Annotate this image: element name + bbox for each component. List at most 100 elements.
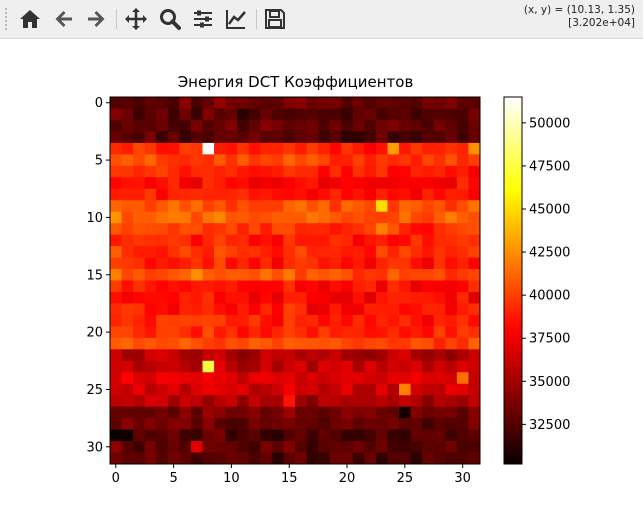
heatmap-cell — [410, 142, 423, 155]
heatmap-cell — [110, 360, 122, 373]
heatmap-cell — [387, 223, 400, 236]
heatmap-cell — [110, 406, 122, 419]
heatmap-cell — [121, 406, 134, 419]
heatmap-cell — [248, 360, 261, 373]
heatmap-cell — [202, 406, 215, 419]
heatmap-cell — [375, 349, 388, 362]
heatmap-cell — [214, 257, 227, 270]
heatmap-cell — [190, 395, 203, 408]
heatmap-cell — [179, 154, 192, 167]
back-icon[interactable] — [50, 5, 78, 33]
heatmap-cell — [156, 269, 169, 281]
customize-icon[interactable] — [222, 5, 250, 33]
heatmap-cell — [387, 360, 400, 373]
heatmap-cell — [433, 142, 446, 155]
heatmap-cell — [156, 291, 169, 304]
heatmap-cell — [190, 360, 203, 373]
heatmap-cell — [121, 154, 134, 167]
heatmap-cell — [133, 154, 146, 167]
heatmap-cell — [410, 119, 423, 132]
heatmap-cell — [410, 223, 423, 236]
heatmap-cell — [399, 142, 412, 155]
heatmap-cell — [202, 246, 215, 258]
heatmap-cell — [456, 142, 469, 155]
heatmap-cell — [364, 452, 377, 465]
heatmap-cell — [214, 108, 227, 121]
heatmap-cell — [283, 177, 296, 190]
heatmap-cell — [167, 337, 180, 350]
heatmap-cell — [271, 429, 284, 442]
heatmap-cell — [237, 372, 250, 385]
heatmap-cell — [433, 188, 446, 201]
heatmap-cell — [341, 119, 354, 132]
heatmap-cell — [352, 326, 365, 339]
heatmap-cell — [410, 314, 423, 327]
toolbar-grip[interactable] — [4, 7, 8, 31]
heatmap-cell — [121, 188, 134, 201]
heatmap-cell — [387, 429, 400, 442]
home-icon[interactable] — [16, 5, 44, 33]
heatmap-cell — [190, 372, 203, 385]
heatmap-cell — [144, 177, 157, 190]
heatmap-cell — [399, 119, 412, 132]
heatmap-cell — [156, 360, 169, 373]
heatmap-cell — [318, 177, 331, 190]
heatmap-cell — [422, 372, 435, 385]
heatmap-cell — [179, 441, 192, 453]
heatmap-cell — [318, 165, 331, 178]
heatmap-cell — [352, 418, 365, 430]
heatmap-cell — [144, 165, 157, 178]
heatmap-cell — [237, 131, 250, 144]
heatmap-cell — [329, 360, 342, 373]
heatmap-cell — [237, 291, 250, 304]
figure-canvas[interactable]: Энергия DCT Коэффициентов 0 5 10 15 20 25 30 0… — [0, 39, 643, 520]
heatmap-cell — [445, 441, 458, 453]
heatmap-cell — [202, 119, 215, 132]
heatmap-cell — [260, 154, 273, 167]
heatmap-cell — [422, 200, 435, 213]
heatmap-cell — [237, 257, 250, 270]
heatmap-cell — [295, 395, 307, 408]
heatmap-cell — [364, 429, 377, 442]
heatmap-cell — [167, 223, 180, 236]
heatmap-cell — [121, 349, 134, 362]
heatmap-cell — [190, 200, 203, 213]
heatmap-cell — [248, 429, 261, 442]
heatmap-cell — [387, 200, 400, 213]
save-icon[interactable] — [261, 5, 289, 33]
heatmap-cell — [433, 223, 446, 236]
coords-xy: (x, y) = (10.13, 1.35) — [523, 4, 635, 16]
heatmap-cell — [156, 441, 169, 453]
heatmap-cell — [248, 142, 261, 155]
heatmap-cell — [433, 119, 446, 132]
heatmap-cell — [283, 360, 296, 373]
subplots-icon[interactable] — [189, 5, 217, 33]
pan-icon[interactable] — [122, 5, 150, 33]
heatmap-cell — [433, 246, 446, 258]
zoom-icon[interactable] — [156, 5, 184, 33]
heatmap-cell — [121, 269, 134, 281]
heatmap-cell — [202, 337, 215, 350]
heatmap-cell — [445, 108, 458, 121]
heatmap-cell — [410, 337, 423, 350]
heatmap-cell — [237, 154, 250, 167]
heatmap-cell — [121, 108, 134, 121]
heatmap-cell — [341, 269, 354, 281]
heatmap-cell — [248, 314, 261, 327]
heatmap-cell — [144, 188, 157, 201]
heatmap-cell — [433, 211, 446, 224]
heatmap-cell — [202, 154, 215, 167]
heatmap-cell — [341, 418, 354, 430]
heatmap-cell — [283, 165, 296, 178]
forward-icon[interactable] — [82, 5, 110, 33]
heatmap-cell — [190, 406, 203, 419]
heatmap-cell — [167, 326, 180, 339]
heatmap-cell — [341, 441, 354, 453]
heatmap-cell — [179, 372, 192, 385]
heatmap-cell — [375, 246, 388, 258]
heatmap-cell — [179, 280, 192, 293]
heatmap-cell — [352, 280, 365, 293]
heatmap-cell — [329, 211, 342, 224]
heatmap-cell — [271, 418, 284, 430]
heatmap-cell — [271, 257, 284, 270]
